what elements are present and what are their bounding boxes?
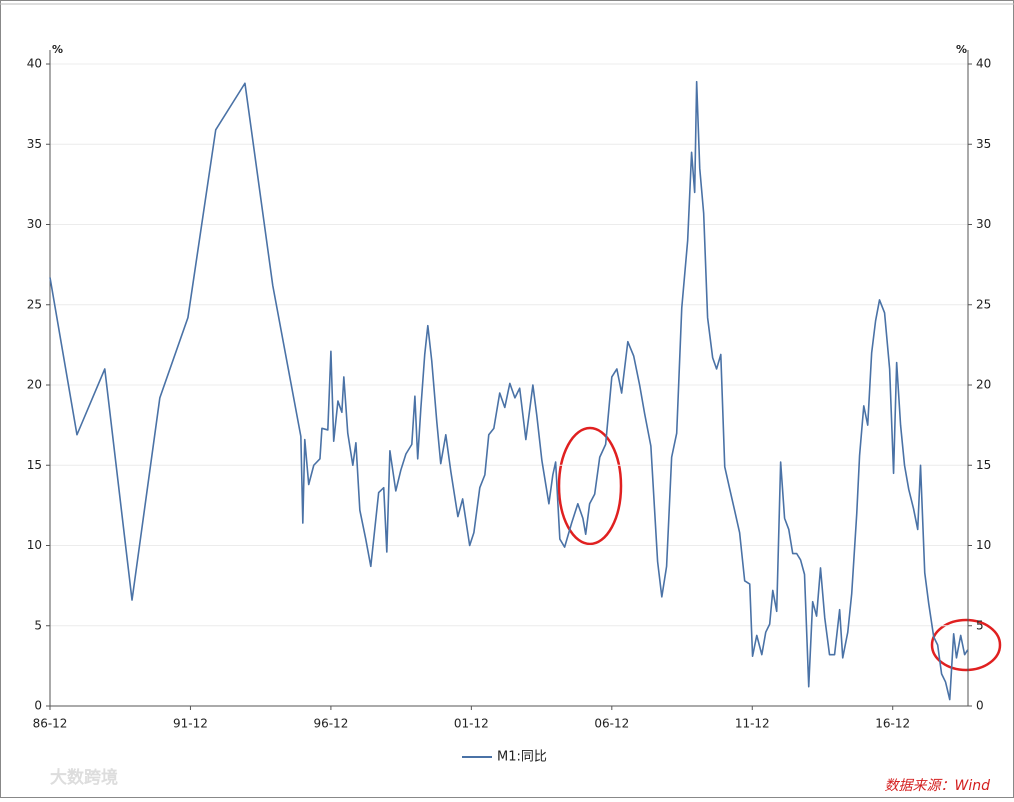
y-tick-label: 0 <box>34 699 42 713</box>
highlight-ellipse <box>557 426 623 546</box>
data-line <box>49 80 969 701</box>
y2-tick-label: 0 <box>976 699 984 713</box>
y-tick-label: 10 <box>27 538 42 552</box>
x-tick-label: 06-12 <box>594 717 629 731</box>
y-tick-label: 15 <box>27 458 42 472</box>
y-tick-label: 25 <box>27 297 42 311</box>
x-tick-label: 01-12 <box>454 717 489 731</box>
y2-unit-label: % <box>956 43 967 56</box>
y-unit-label: % <box>52 43 63 56</box>
y2-tick-label: 40 <box>976 57 991 71</box>
y2-tick-label: 35 <box>976 137 991 151</box>
y2-tick-label: 20 <box>976 378 991 392</box>
y2-tick-label: 5 <box>976 618 984 632</box>
x-tick-label: 11-12 <box>735 717 770 731</box>
watermark: 大数跨境 <box>50 767 118 788</box>
x-tick-label: 96-12 <box>313 717 348 731</box>
source-note: 数据来源：Wind <box>885 778 991 794</box>
y2-tick-label: 25 <box>976 297 991 311</box>
y-tick-label: 30 <box>27 217 42 231</box>
highlight-ellipse <box>930 618 1002 672</box>
x-tick-label: 91-12 <box>173 717 208 731</box>
x-tick-label: 86-12 <box>33 717 68 731</box>
y2-tick-label: 15 <box>976 458 991 472</box>
y-tick-label: 35 <box>27 137 42 151</box>
y-tick-label: 20 <box>27 378 42 392</box>
x-tick-label: 16-12 <box>875 717 910 731</box>
y-tick-label: 5 <box>34 618 42 632</box>
legend-label: M1:同比 <box>497 750 547 765</box>
y2-tick-label: 10 <box>976 538 991 552</box>
y2-tick-label: 30 <box>976 217 991 231</box>
y-tick-label: 40 <box>27 57 42 71</box>
